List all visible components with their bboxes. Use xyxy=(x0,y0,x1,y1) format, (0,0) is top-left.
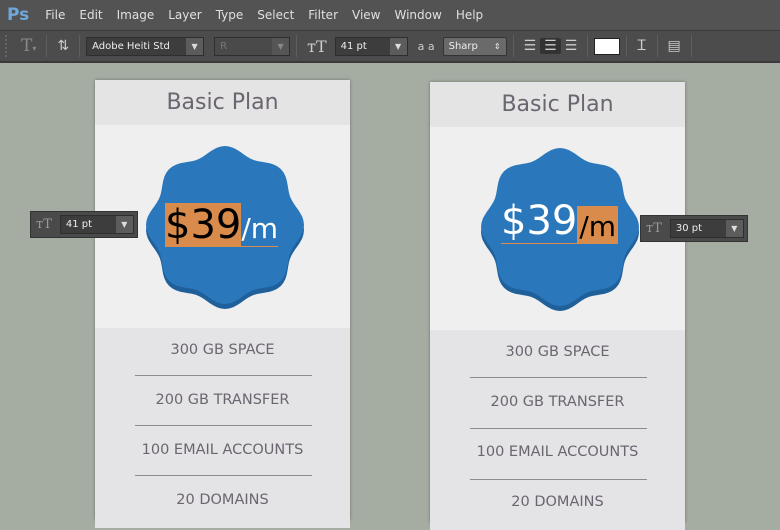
feature-item: 100 EMAIL ACCOUNTS xyxy=(476,444,639,460)
features-section xyxy=(95,328,350,528)
price-period: /m xyxy=(577,206,619,244)
separator xyxy=(46,35,48,57)
font-style-value: R xyxy=(220,40,228,52)
chevron-down-icon: ▼ xyxy=(725,220,743,237)
separator xyxy=(626,35,628,57)
menu-view[interactable]: View xyxy=(352,8,381,22)
price-text[interactable]: $39/m xyxy=(501,198,619,244)
text-color-swatch[interactable] xyxy=(594,37,621,55)
font-family-select[interactable]: Adobe Heiti Std ▼ xyxy=(86,36,205,56)
menu-help[interactable]: Help xyxy=(455,8,484,22)
menu-select[interactable]: Select xyxy=(257,8,295,22)
chevron-down-icon: ▼ xyxy=(186,37,204,55)
photoshop-logo: Ps xyxy=(7,5,30,25)
separator xyxy=(690,35,692,57)
price-period: /m xyxy=(241,212,279,247)
price-amount: $39 xyxy=(501,198,578,244)
menu-bar: Ps File Edit Image Layer Type Select Fil… xyxy=(0,0,780,30)
divider xyxy=(135,375,312,376)
price-badge xyxy=(481,148,639,311)
grip-handle[interactable] xyxy=(5,35,17,57)
divider xyxy=(470,377,647,378)
antialias-select[interactable]: Sharp ⇕ xyxy=(442,36,507,56)
font-size-icon: ᴛT xyxy=(36,217,52,232)
separator xyxy=(296,35,298,57)
divider xyxy=(135,475,312,476)
font-size-value: 30 pt xyxy=(675,223,703,234)
font-family-value: Adobe Heiti Std xyxy=(92,40,170,52)
feature-item: 200 GB TRANSFER xyxy=(490,394,625,410)
pricing-card-1: Basic Plan $39/m 300 GB SPACE 200 GB TRA… xyxy=(95,80,350,528)
plan-title: Basic Plan xyxy=(95,80,350,125)
antialias-value: Sharp xyxy=(448,40,478,52)
type-tool-icon[interactable]: T▾ xyxy=(21,36,37,56)
align-left-icon[interactable]: ☰ xyxy=(523,38,537,54)
align-center-icon[interactable]: ☰ xyxy=(540,38,561,54)
font-size-select[interactable]: 30 pt ▼ xyxy=(669,219,744,238)
chevron-down-icon: ▼ xyxy=(389,37,407,55)
menu-window[interactable]: Window xyxy=(394,8,442,22)
font-size-select[interactable]: 41 pt ▼ xyxy=(334,36,408,56)
separator xyxy=(656,35,658,57)
price-amount: $39 xyxy=(165,202,242,248)
warp-text-icon[interactable]: Ꮖ xyxy=(637,38,647,54)
font-size-popup-1: ᴛT 41 pt ▼ xyxy=(30,211,138,238)
price-text[interactable]: $39/m xyxy=(165,202,279,248)
pricing-card-2: Basic Plan $39/m 300 GB SPACE 200 GB TRA… xyxy=(430,82,685,530)
features-section xyxy=(430,330,685,530)
menu-file[interactable]: File xyxy=(45,8,66,22)
menu-image[interactable]: Image xyxy=(116,8,155,22)
divider xyxy=(135,425,312,426)
feature-item: 200 GB TRANSFER xyxy=(155,392,290,408)
antialias-icon: a a xyxy=(417,39,435,53)
font-size-icon: ᴛT xyxy=(307,36,327,56)
feature-item: 300 GB SPACE xyxy=(170,342,275,358)
divider xyxy=(470,428,647,429)
font-size-value: 41 pt xyxy=(65,219,93,230)
feature-item: 20 DOMAINS xyxy=(176,492,269,508)
character-panel-icon[interactable]: ▤ xyxy=(667,38,681,54)
divider xyxy=(470,479,647,480)
font-size-popup-2: ᴛT 30 pt ▼ xyxy=(640,215,748,242)
updown-icon: ⇕ xyxy=(493,41,501,51)
font-style-select[interactable]: R ▼ xyxy=(214,36,291,56)
separator xyxy=(587,35,589,57)
feature-item: 300 GB SPACE xyxy=(505,344,610,360)
menu-edit[interactable]: Edit xyxy=(79,8,103,22)
menu-filter[interactable]: Filter xyxy=(308,8,338,22)
menu-layer[interactable]: Layer xyxy=(168,8,202,22)
chevron-down-icon: ▼ xyxy=(272,37,290,55)
menu-type[interactable]: Type xyxy=(215,8,244,22)
plan-title: Basic Plan xyxy=(430,82,685,127)
font-size-icon: ᴛT xyxy=(646,221,662,236)
font-size-select[interactable]: 41 pt ▼ xyxy=(59,215,134,234)
chevron-down-icon: ▼ xyxy=(115,216,133,233)
separator xyxy=(512,35,514,57)
align-right-icon[interactable]: ☰ xyxy=(564,38,578,54)
options-bar: T▾ ⇅ Adobe Heiti Std ▼ R ▼ ᴛT 41 pt ▼ a a S… xyxy=(0,30,780,63)
font-size-value: 41 pt xyxy=(340,40,367,52)
toggle-orientation-icon[interactable]: ⇅ xyxy=(57,38,70,54)
feature-item: 20 DOMAINS xyxy=(511,494,604,510)
feature-item: 100 EMAIL ACCOUNTS xyxy=(141,442,304,458)
separator xyxy=(79,35,81,57)
